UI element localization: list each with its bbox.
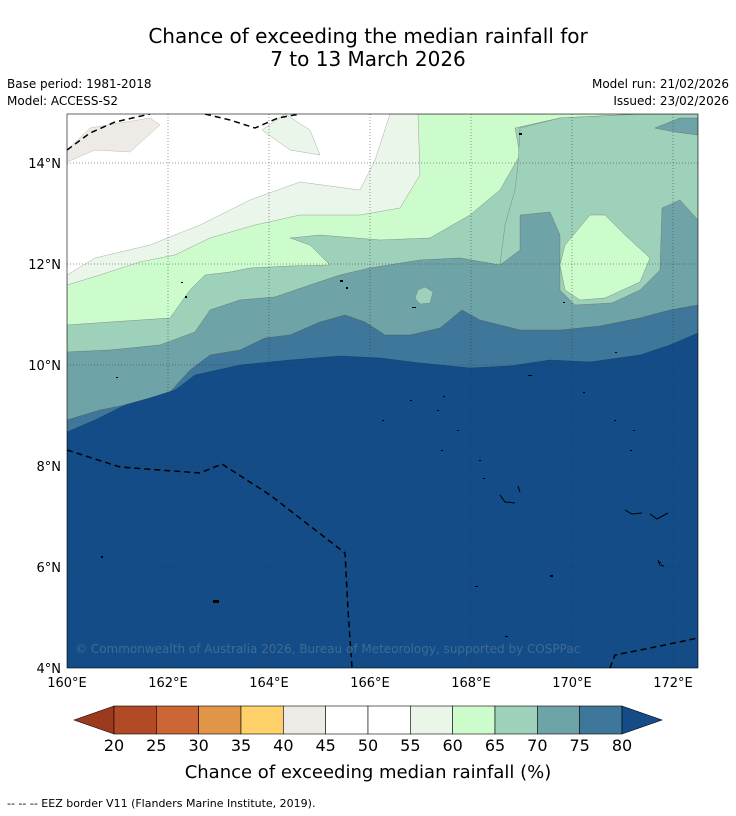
x-tick-label: 160°E bbox=[47, 676, 87, 691]
colorbar-cell bbox=[156, 705, 199, 735]
colorbar-cell bbox=[494, 705, 538, 735]
colorbar-tick-label: 20 bbox=[103, 736, 125, 755]
colorbar bbox=[73, 705, 663, 735]
colorbar-tick-label: 60 bbox=[442, 736, 463, 755]
colorbar-title: Chance of exceeding median rainfall (%) bbox=[184, 762, 552, 783]
gridlines bbox=[67, 114, 698, 668]
model-run: Model run: 21/02/2026 bbox=[591, 77, 729, 91]
colorbar-cell bbox=[283, 705, 326, 735]
colorbar-cell bbox=[325, 705, 369, 735]
colorbar-tick-label: 75 bbox=[569, 736, 590, 755]
colorbar-tick-label: 80 bbox=[611, 736, 633, 755]
colorbar-tick-label: 45 bbox=[315, 736, 336, 755]
y-tick-label: 10°N bbox=[28, 359, 61, 374]
map-title-line1: Chance of exceeding the median rainfall … bbox=[148, 24, 588, 48]
colorbar-cell bbox=[537, 705, 580, 735]
x-tick-label: 168°E bbox=[451, 676, 491, 691]
y-tick-label: 8°N bbox=[37, 460, 62, 475]
colorbar-tick-label: 65 bbox=[484, 736, 506, 755]
x-tick-label: 162°E bbox=[148, 676, 188, 691]
x-tick-label: 164°E bbox=[249, 676, 289, 691]
base-period: Base period: 1981-2018 bbox=[7, 77, 152, 91]
colorbar-cell bbox=[452, 705, 496, 735]
islands bbox=[101, 133, 661, 637]
colorbar-tick-label: 40 bbox=[273, 736, 294, 755]
colorbar-tick-label: 50 bbox=[357, 736, 379, 755]
y-tick-label: 14°N bbox=[28, 157, 61, 172]
region-65-70-islet bbox=[414, 286, 434, 305]
colorbar-tick-label: 35 bbox=[230, 736, 252, 755]
x-tick-label: 170°E bbox=[552, 676, 592, 691]
colorbar-low-arrow bbox=[73, 705, 115, 735]
region-40-45 bbox=[67, 117, 161, 163]
eez-border bbox=[67, 114, 698, 668]
x-axis: 160°E 162°E 164°E 166°E 168°E 170°E 172°… bbox=[47, 676, 693, 691]
y-axis: 14°N 12°N 10°N 8°N 6°N 4°N bbox=[28, 157, 61, 677]
map-frame bbox=[66, 113, 699, 669]
colorbar-high-arrow bbox=[621, 705, 663, 735]
x-tick-label: 172°E bbox=[653, 676, 693, 691]
copyright-notice: © Commonwealth of Australia 2026, Bureau… bbox=[75, 642, 580, 656]
colorbar-tick-label: 70 bbox=[527, 736, 548, 755]
issued-date: Issued: 23/02/2026 bbox=[613, 94, 729, 108]
colorbar-cell bbox=[113, 705, 157, 735]
colorbar-cell bbox=[198, 705, 242, 735]
y-tick-label: 4°N bbox=[37, 662, 62, 677]
map-title-line2: 7 to 13 March 2026 bbox=[270, 47, 466, 71]
y-tick-label: 6°N bbox=[37, 561, 62, 576]
y-tick-label: 12°N bbox=[28, 258, 61, 273]
map-area: © Commonwealth of Australia 2026, Bureau… bbox=[67, 114, 698, 668]
colorbar-cell bbox=[240, 705, 284, 735]
region-55-60-patch bbox=[261, 114, 321, 156]
colorbar-tick-label: 25 bbox=[146, 736, 167, 755]
eez-footnote: -- -- -- EEZ border V11 (Flanders Marine… bbox=[7, 797, 316, 810]
colorbar-tick-label: 30 bbox=[188, 736, 209, 755]
colorbar-cell bbox=[367, 705, 411, 735]
colorbar-cell bbox=[579, 705, 623, 735]
colorbar-cell bbox=[410, 705, 453, 735]
model-name: Model: ACCESS-S2 bbox=[7, 94, 119, 108]
colorbar-tick-label: 55 bbox=[400, 736, 421, 755]
region-80-plus bbox=[67, 332, 698, 668]
x-tick-label: 166°E bbox=[350, 676, 390, 691]
